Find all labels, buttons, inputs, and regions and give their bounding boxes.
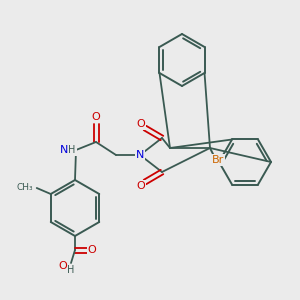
Text: H: H bbox=[67, 265, 75, 275]
Text: O: O bbox=[136, 181, 146, 191]
Text: O: O bbox=[92, 112, 100, 122]
Text: CH₃: CH₃ bbox=[16, 184, 33, 193]
Text: O: O bbox=[136, 119, 146, 129]
Text: O: O bbox=[88, 245, 96, 255]
Text: N: N bbox=[60, 145, 68, 155]
Text: Br: Br bbox=[212, 155, 224, 165]
Text: N: N bbox=[136, 150, 144, 160]
Text: O: O bbox=[58, 261, 68, 271]
Text: H: H bbox=[68, 145, 76, 155]
